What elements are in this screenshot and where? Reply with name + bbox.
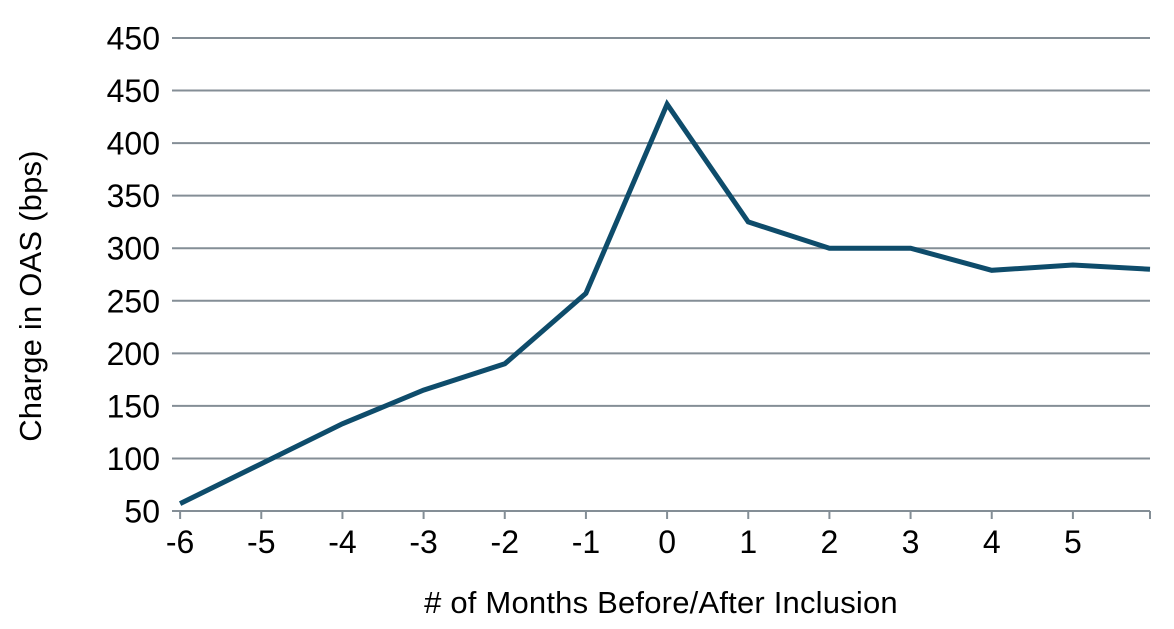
y-tick-label: 300: [107, 231, 160, 267]
y-tick-label: 450: [107, 73, 160, 109]
y-tick-label: 350: [107, 178, 160, 214]
x-axis-title: # of Months Before/After Inclusion: [424, 585, 898, 620]
x-tick-label: 3: [902, 524, 920, 560]
x-tick-label: -2: [491, 524, 519, 560]
y-tick-label: 450: [107, 21, 160, 57]
y-tick-label: 100: [107, 441, 160, 477]
x-tick-label: -5: [247, 524, 275, 560]
x-tick-label: 0: [658, 524, 676, 560]
x-tick-label: -6: [166, 524, 194, 560]
y-tick-label: 250: [107, 283, 160, 319]
y-tick-label: 400: [107, 126, 160, 162]
oas-series-line: [178, 99, 1151, 506]
x-tick-label: 1: [739, 524, 757, 560]
x-tick-label: 5: [1064, 524, 1082, 560]
x-tick-label: 4: [983, 524, 1001, 560]
y-tick-label: 150: [107, 388, 160, 424]
x-tick-label: -1: [572, 524, 600, 560]
x-tick-label: -4: [328, 524, 356, 560]
x-tick-label: 2: [821, 524, 839, 560]
y-tick-label: 200: [107, 336, 160, 372]
y-tick-label: 50: [124, 494, 160, 530]
y-axis-title: Charge in OAS (bps): [13, 150, 48, 442]
x-tick-label: -3: [409, 524, 437, 560]
